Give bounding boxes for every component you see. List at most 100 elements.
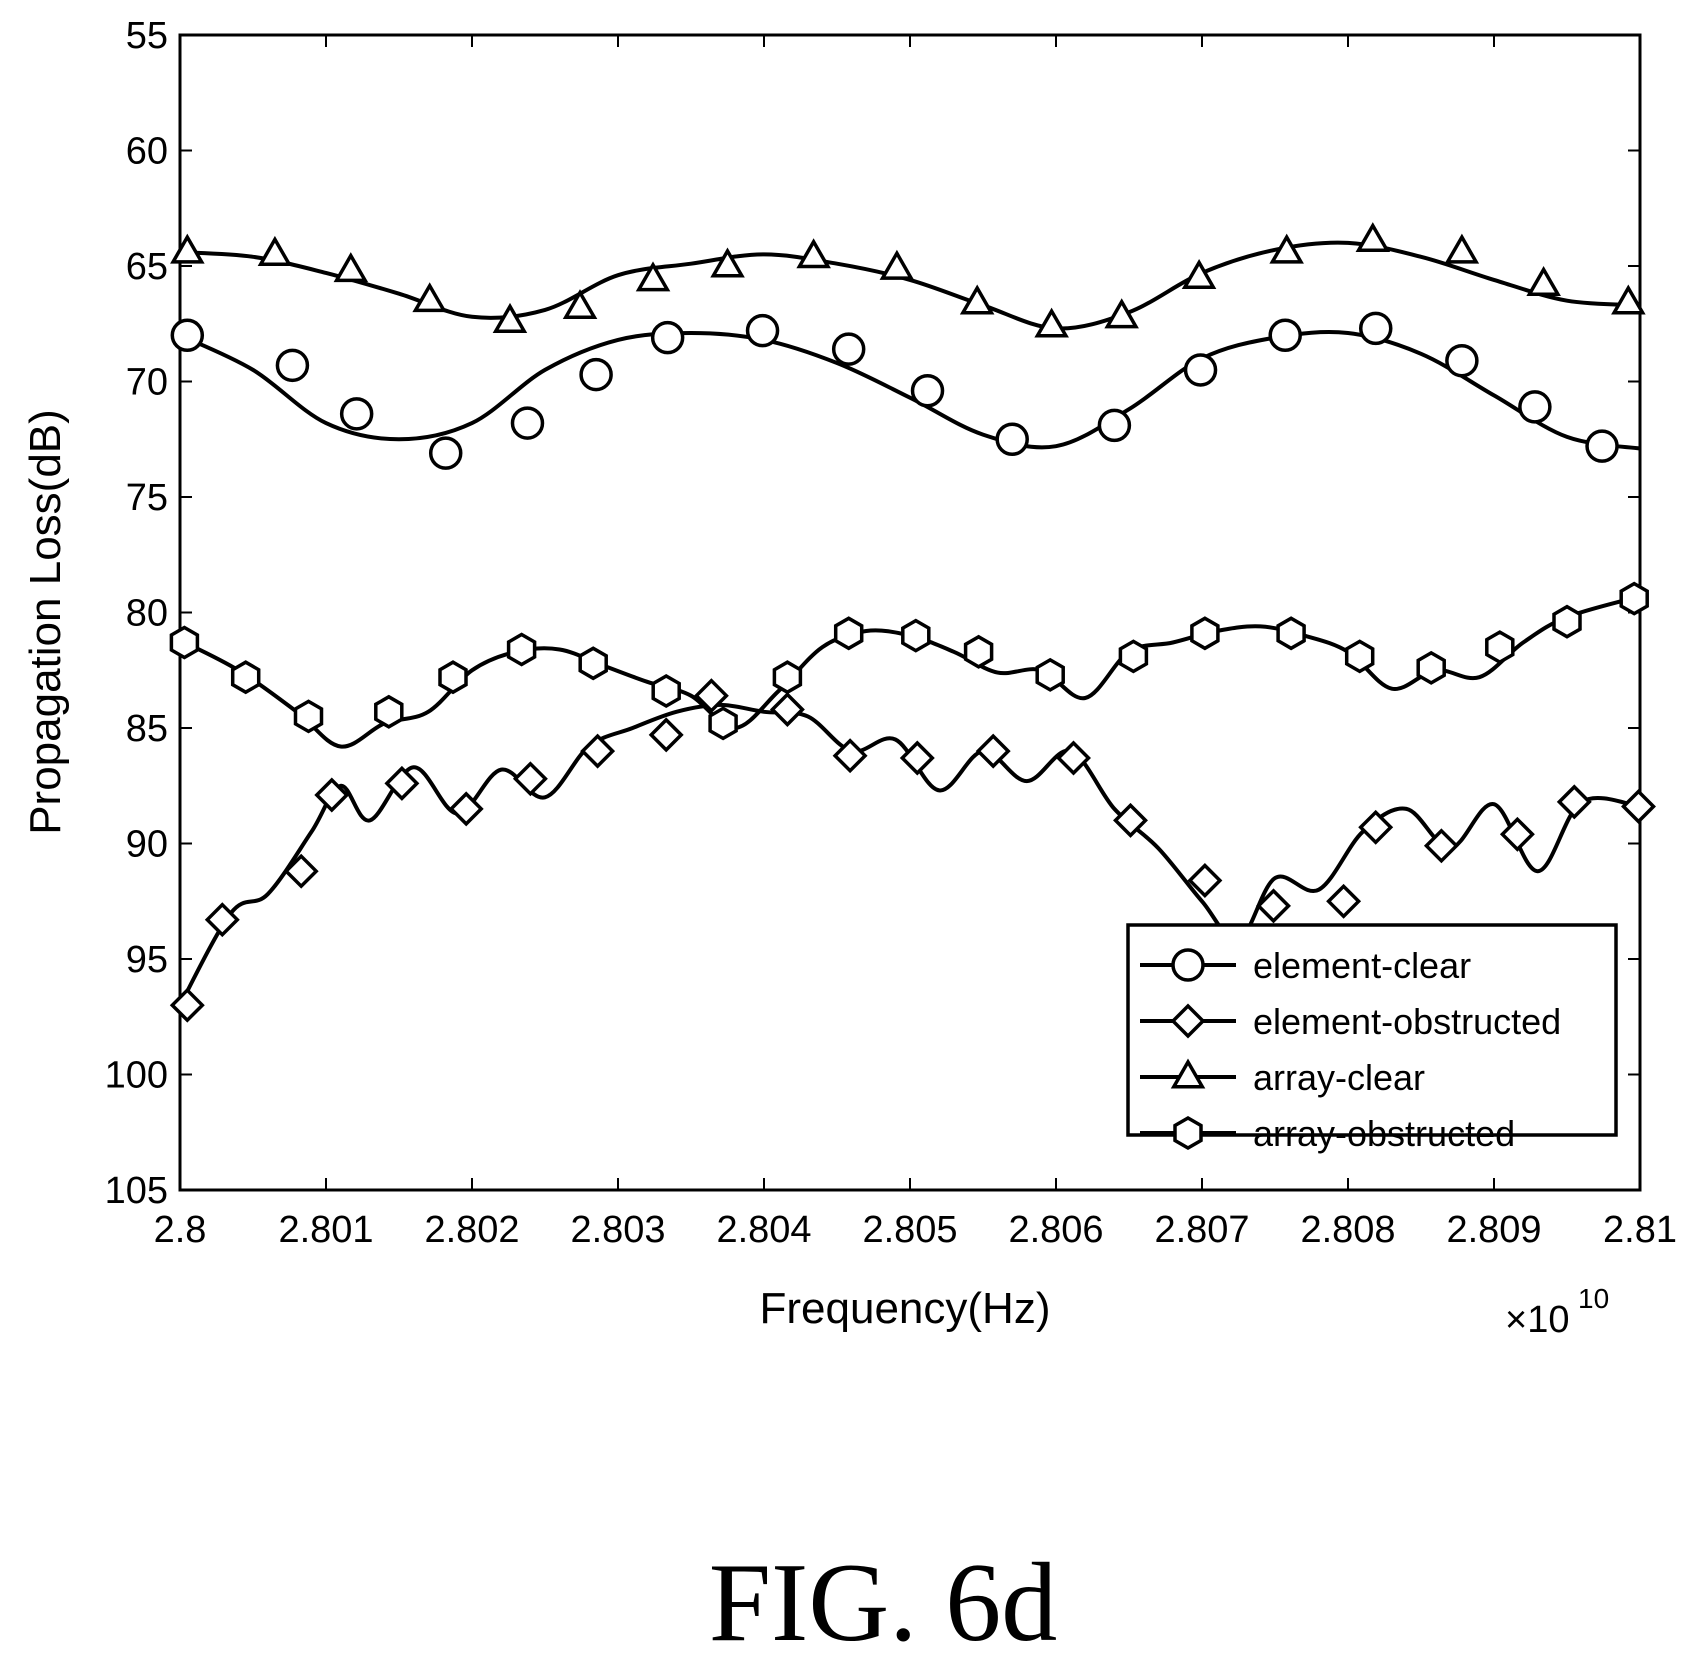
data-point-array-obstructed — [578, 646, 608, 681]
x-tick-label: 2.803 — [570, 1209, 665, 1251]
data-point-array-obstructed — [1118, 639, 1149, 674]
legend-label-array-clear: array-clear — [1253, 1057, 1425, 1098]
data-point-array-clear — [1104, 298, 1139, 329]
data-point-element-obstructed — [1423, 828, 1459, 864]
x-tick-label: 2.807 — [1154, 1209, 1249, 1251]
data-point-element-obstructed — [580, 733, 616, 769]
x-multiplier-base: ×10 — [1505, 1299, 1569, 1341]
series-line-element-clear — [179, 330, 1641, 451]
data-point-element-clear — [339, 397, 374, 431]
y-tick-label: 80 — [126, 593, 168, 635]
data-point-element-clear — [995, 422, 1029, 456]
data-point-array-clear — [959, 284, 995, 315]
y-tick-label: 90 — [126, 824, 168, 866]
data-point-array-obstructed — [833, 616, 864, 651]
data-point-element-obstructed — [899, 740, 935, 776]
data-point-element-clear — [170, 318, 205, 353]
data-point-array-obstructed — [169, 625, 200, 660]
data-point-array-obstructed — [963, 634, 994, 669]
series-line-array-clear — [179, 240, 1641, 331]
data-point-element-obstructed — [1326, 883, 1362, 919]
data-point-array-clear — [257, 235, 293, 266]
data-point-array-clear — [710, 247, 745, 278]
y-tick-label: 60 — [126, 131, 168, 173]
data-point-array-obstructed — [708, 706, 738, 741]
data-point-array-obstructed — [506, 632, 537, 667]
data-point-array-clear — [1181, 258, 1217, 290]
x-tick-label: 2.802 — [424, 1209, 519, 1251]
legend-marker-array-obstructed — [1173, 1115, 1203, 1151]
data-point-array-obstructed — [651, 673, 681, 709]
data-point-element-obstructed — [169, 987, 205, 1023]
data-point-array-clear — [1611, 284, 1646, 315]
data-point-array-clear — [1355, 222, 1391, 253]
data-point-array-clear — [492, 302, 528, 333]
series-element-clear — [170, 311, 1641, 470]
y-tick-label: 85 — [126, 708, 168, 750]
figure-caption: FIG. 6d — [709, 1541, 1057, 1665]
data-point-element-clear — [1585, 429, 1619, 463]
data-point-array-clear — [170, 233, 205, 264]
series-array-obstructed — [169, 581, 1649, 749]
data-point-element-clear — [650, 320, 685, 355]
data-point-array-clear — [635, 261, 671, 292]
y-tick-label: 105 — [105, 1170, 168, 1212]
y-axis-label: Propagation Loss(dB) — [21, 409, 70, 835]
legend-marker-element-obstructed — [1170, 1003, 1206, 1039]
legend-label-element-clear: element-clear — [1253, 945, 1471, 986]
data-point-array-obstructed — [1416, 650, 1446, 685]
data-point-array-obstructed — [293, 699, 324, 734]
data-point-array-clear — [562, 289, 598, 320]
y-tick-label: 75 — [126, 477, 168, 519]
data-point-array-clear — [333, 252, 369, 283]
data-point-array-clear — [1444, 233, 1480, 264]
x-multiplier-exponent: 10 — [1578, 1283, 1609, 1314]
series-array-clear — [170, 222, 1646, 338]
data-point-element-obstructed — [1056, 740, 1091, 776]
data-point-array-obstructed — [772, 660, 803, 695]
data-point-array-obstructed — [1552, 604, 1582, 639]
data-point-element-obstructed — [448, 791, 484, 827]
x-tick-label: 2.801 — [278, 1209, 373, 1251]
x-tick-label: 2.806 — [1008, 1209, 1103, 1251]
data-point-element-clear — [510, 406, 545, 440]
data-point-element-clear — [910, 373, 945, 408]
data-point-element-obstructed — [975, 733, 1011, 769]
data-point-array-clear — [1269, 233, 1304, 264]
data-point-array-obstructed — [1276, 616, 1306, 651]
data-point-element-clear — [831, 332, 866, 366]
data-point-element-obstructed — [283, 853, 319, 889]
data-point-element-obstructed — [1499, 816, 1535, 852]
data-point-element-obstructed — [648, 717, 684, 753]
legend-box — [1126, 923, 1618, 1137]
data-point-element-clear — [1518, 390, 1552, 424]
y-tick-label: 70 — [126, 362, 168, 404]
x-tick-label: 2.804 — [716, 1209, 811, 1251]
data-point-array-obstructed — [901, 618, 931, 653]
data-point-element-clear — [579, 357, 613, 392]
data-point-element-obstructed — [1187, 863, 1223, 898]
x-tick-label: 2.81 — [1603, 1209, 1677, 1251]
data-point-element-clear — [1445, 343, 1479, 378]
data-point-element-clear — [1358, 311, 1393, 346]
data-point-array-obstructed — [1035, 657, 1065, 692]
x-axis-multiplier: ×10 10 — [1505, 1283, 1609, 1341]
data-point-element-obstructed — [769, 692, 805, 727]
legend-marker-array-clear — [1170, 1058, 1206, 1089]
data-point-array-clear — [879, 249, 915, 280]
x-tick-label: 2.8 — [154, 1209, 207, 1251]
data-point-array-clear — [796, 238, 831, 269]
plot-area: 2.8 2.801 2.802 2.803 2.804 2.805 2.806 2.807 2.… — [105, 15, 1677, 1251]
data-point-element-clear — [745, 313, 780, 348]
data-point-array-obstructed — [1344, 639, 1375, 674]
x-axis-label: Frequency(Hz) — [760, 1284, 1051, 1333]
y-tick-label: 55 — [126, 15, 168, 57]
data-point-element-obstructed — [204, 902, 240, 938]
data-point-element-clear — [1183, 353, 1218, 387]
data-point-array-clear — [412, 282, 447, 313]
legend-label-array-obstructed: array-obstructed — [1253, 1113, 1515, 1154]
y-tick-label: 100 — [105, 1055, 168, 1097]
legend-marker-element-clear — [1171, 948, 1205, 982]
legend: element-clear element-obstructed array-cle… — [1126, 923, 1618, 1154]
